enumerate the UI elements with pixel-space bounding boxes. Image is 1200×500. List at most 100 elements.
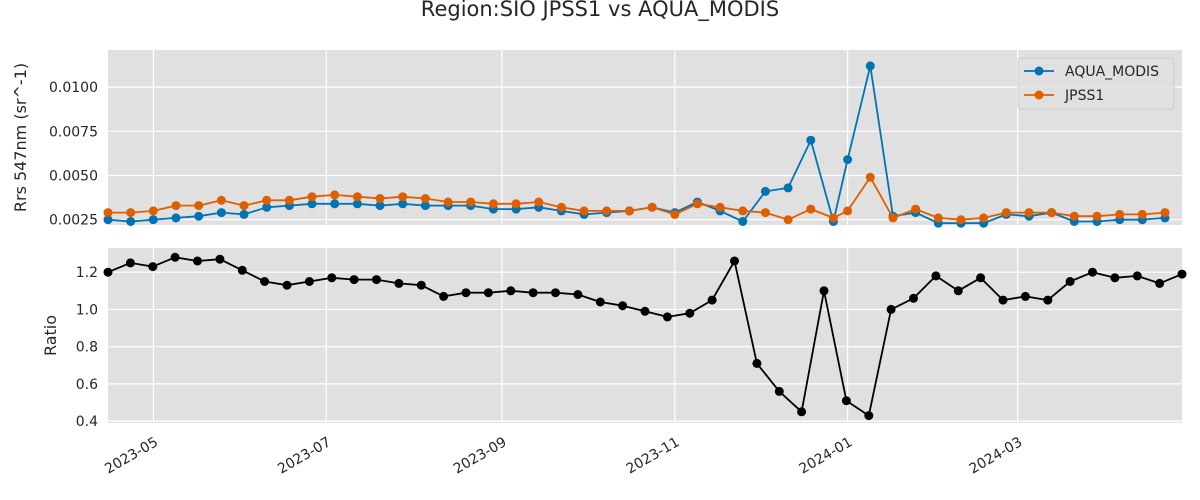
top-data-point-jpss1	[843, 206, 853, 216]
x-tick-label: 2023-11	[624, 434, 683, 477]
top-data-point-jpss1	[692, 199, 702, 209]
bottom-data-point-ratio	[662, 312, 672, 322]
top-data-point-jpss1	[670, 209, 680, 219]
top-data-point-jpss1	[194, 201, 204, 211]
bottom-y-tick-label: 0.6	[76, 377, 98, 393]
top-data-point-jpss1	[1069, 211, 1079, 221]
top-data-point-jpss1	[715, 202, 725, 212]
bottom-data-point-ratio	[1155, 278, 1165, 288]
top-data-point-jpss1	[330, 190, 340, 200]
bottom-data-point-ratio	[752, 358, 762, 368]
top-data-point-jpss1	[262, 195, 272, 205]
top-data-point-jpss1	[647, 202, 657, 212]
legend-label-jpss: JPSS1	[1064, 88, 1104, 104]
top-y-tick-label: 0.0100	[49, 80, 98, 96]
top-data-point-jpss1	[488, 199, 498, 209]
bottom-data-point-ratio	[439, 291, 449, 301]
top-data-point-jpss1	[534, 197, 544, 207]
legend-label-aqua: AQUA_MODIS	[1065, 64, 1159, 80]
top-data-point-jpss1	[352, 192, 362, 202]
bottom-data-point-ratio	[416, 280, 426, 290]
top-data-point-jpss1	[398, 192, 408, 202]
top-data-point-jpss1	[466, 197, 476, 207]
bottom-data-point-ratio	[1043, 295, 1053, 305]
top-data-point-jpss1	[1092, 211, 1102, 221]
top-data-point-aqua-modis	[738, 217, 748, 226]
top-data-point-jpss1	[171, 201, 181, 211]
bottom-data-point-ratio	[707, 295, 717, 305]
top-data-point-jpss1	[103, 208, 113, 218]
top-data-point-jpss1	[420, 194, 430, 203]
top-data-point-jpss1	[602, 206, 612, 216]
bottom-data-point-ratio	[327, 273, 337, 283]
bottom-data-point-ratio	[998, 295, 1008, 305]
top-data-point-jpss1	[148, 206, 158, 216]
bottom-data-point-ratio	[1177, 269, 1187, 279]
top-data-point-aqua-modis	[239, 209, 249, 219]
top-panel-y-ticks: 0.0025 0.0050 0.0075 0.0100	[49, 80, 98, 229]
top-y-axis-label: Rrs 547nm (sr^-1)	[11, 63, 30, 212]
top-data-point-aqua-modis	[126, 217, 136, 226]
bottom-panel-background	[108, 248, 1182, 423]
top-data-point-jpss1	[933, 213, 943, 223]
bottom-data-point-ratio	[1065, 277, 1075, 286]
bottom-data-point-ratio	[841, 396, 851, 406]
bottom-data-point-ratio	[372, 275, 381, 285]
top-data-point-jpss1	[375, 194, 385, 203]
bottom-data-point-ratio	[461, 288, 471, 298]
bottom-data-point-ratio	[640, 306, 650, 316]
bottom-data-point-ratio	[349, 275, 359, 285]
bottom-y-axis-label: Ratio	[41, 315, 60, 356]
bottom-data-point-ratio	[573, 290, 583, 299]
top-panel-gridlines	[108, 50, 1182, 225]
top-data-point-jpss1	[556, 202, 566, 212]
bottom-data-point-ratio	[1110, 273, 1120, 283]
legend-box	[1017, 57, 1175, 110]
top-data-point-jpss1	[911, 204, 921, 214]
top-data-point-aqua-modis	[760, 186, 770, 196]
x-axis-tick-labels: 2023-05 2023-07 2023-09 2023-11 2024-01 2024-…	[102, 434, 1025, 477]
bottom-data-point-ratio	[528, 288, 538, 298]
top-y-tick-label: 0.0050	[49, 169, 98, 185]
bottom-data-point-ratio	[215, 254, 225, 264]
bottom-data-point-ratio	[237, 265, 247, 275]
legend: AQUA_MODIS JPSS1	[1017, 57, 1175, 110]
top-data-point-jpss1	[1115, 209, 1125, 219]
bottom-data-point-ratio	[170, 252, 180, 262]
bottom-data-point-ratio	[595, 297, 605, 307]
bottom-data-point-ratio	[1020, 291, 1030, 301]
bottom-data-point-ratio	[774, 386, 784, 396]
top-data-point-aqua-modis	[420, 201, 430, 211]
top-panel-series	[103, 61, 1170, 228]
top-data-point-jpss1	[216, 195, 226, 205]
top-data-point-aqua-modis	[398, 199, 408, 209]
top-data-point-jpss1	[1047, 208, 1057, 218]
top-data-point-aqua-modis	[865, 61, 875, 71]
bottom-data-point-ratio	[685, 308, 695, 318]
bottom-data-point-ratio	[1132, 271, 1142, 281]
top-data-point-aqua-modis	[103, 215, 113, 225]
bottom-data-point-ratio	[304, 277, 314, 286]
top-data-point-jpss1	[307, 192, 317, 202]
chart-title: Region:SIO JPSS1 vs AQUA_MODIS	[421, 0, 779, 22]
bottom-data-point-ratio	[931, 271, 941, 281]
legend-marker-jpss	[1034, 90, 1044, 100]
top-data-point-jpss1	[865, 172, 875, 182]
bottom-data-point-ratio	[730, 256, 739, 266]
top-data-point-aqua-modis	[783, 183, 793, 193]
top-data-point-jpss1	[806, 204, 816, 214]
top-data-point-jpss1	[979, 213, 989, 223]
top-data-point-aqua-modis	[262, 202, 272, 212]
bottom-panel-series	[103, 252, 1187, 421]
bottom-data-point-ratio	[797, 407, 807, 417]
bottom-data-point-ratio	[260, 277, 270, 286]
top-data-point-aqua-modis	[307, 199, 317, 209]
bottom-data-point-ratio	[864, 411, 874, 421]
top-data-point-jpss1	[1024, 208, 1034, 218]
bottom-data-point-ratio	[953, 286, 963, 296]
bottom-y-tick-label: 0.8	[76, 340, 98, 356]
top-data-point-aqua-modis	[171, 213, 181, 223]
top-data-point-jpss1	[828, 213, 838, 223]
x-tick-label: 2023-07	[275, 434, 334, 477]
